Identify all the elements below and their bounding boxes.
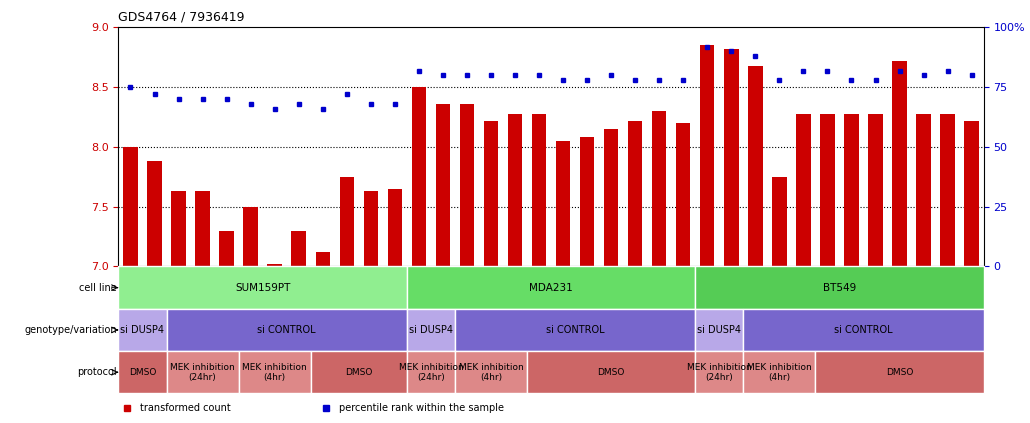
Text: DMSO: DMSO — [129, 368, 157, 377]
Bar — [531, 113, 546, 266]
Bar — [917, 113, 931, 266]
Bar — [387, 189, 402, 266]
Bar — [700, 45, 715, 266]
Bar — [407, 266, 695, 309]
Text: MEK inhibition
(4hr): MEK inhibition (4hr) — [242, 363, 307, 382]
Bar — [580, 137, 594, 266]
Bar — [196, 191, 210, 266]
Bar — [268, 264, 282, 266]
Text: MDA231: MDA231 — [529, 283, 573, 293]
Bar — [167, 351, 239, 393]
Bar — [744, 309, 984, 351]
Bar — [868, 113, 883, 266]
Bar — [364, 191, 378, 266]
Bar — [652, 111, 666, 266]
Bar — [407, 351, 455, 393]
Bar — [695, 266, 984, 309]
Text: si DUSP4: si DUSP4 — [697, 325, 742, 335]
Bar — [147, 161, 162, 266]
Text: DMSO: DMSO — [597, 368, 625, 377]
Bar — [527, 351, 695, 393]
Text: si DUSP4: si DUSP4 — [409, 325, 453, 335]
Bar — [940, 113, 955, 266]
Bar — [748, 66, 762, 266]
Text: transformed count: transformed count — [140, 403, 231, 413]
Bar — [676, 123, 690, 266]
Text: MEK inhibition
(24hr): MEK inhibition (24hr) — [687, 363, 752, 382]
Text: si DUSP4: si DUSP4 — [121, 325, 165, 335]
Bar — [724, 49, 739, 266]
Text: MEK inhibition
(24hr): MEK inhibition (24hr) — [399, 363, 464, 382]
Bar — [118, 351, 167, 393]
Bar — [291, 231, 306, 266]
Bar — [772, 177, 787, 266]
Bar — [695, 309, 744, 351]
Bar — [484, 121, 499, 266]
Bar — [412, 87, 426, 266]
Bar — [436, 104, 450, 266]
Text: DMSO: DMSO — [886, 368, 914, 377]
Text: SUM159PT: SUM159PT — [235, 283, 290, 293]
Bar — [167, 309, 407, 351]
Text: si CONTROL: si CONTROL — [834, 325, 893, 335]
Text: MEK inhibition
(4hr): MEK inhibition (4hr) — [747, 363, 812, 382]
Text: si CONTROL: si CONTROL — [258, 325, 316, 335]
Bar — [744, 351, 816, 393]
Text: DMSO: DMSO — [345, 368, 373, 377]
Bar — [556, 141, 571, 266]
Bar — [820, 113, 834, 266]
Bar — [124, 147, 138, 266]
Text: genotype/variation: genotype/variation — [25, 325, 117, 335]
Bar — [171, 191, 185, 266]
Bar — [239, 351, 311, 393]
Bar — [407, 309, 455, 351]
Text: si CONTROL: si CONTROL — [546, 325, 605, 335]
Bar — [340, 177, 354, 266]
Bar — [219, 231, 234, 266]
Bar — [628, 121, 643, 266]
Text: cell line: cell line — [79, 283, 117, 293]
Bar — [508, 113, 522, 266]
Bar — [845, 113, 859, 266]
Text: BT549: BT549 — [823, 283, 856, 293]
Bar — [695, 351, 744, 393]
Text: percentile rank within the sample: percentile rank within the sample — [339, 403, 504, 413]
Bar — [459, 104, 474, 266]
Bar — [243, 207, 258, 266]
Bar — [816, 351, 984, 393]
Bar — [118, 309, 167, 351]
Bar — [311, 351, 407, 393]
Bar — [892, 61, 906, 266]
Bar — [455, 351, 527, 393]
Bar — [455, 309, 695, 351]
Text: GDS4764 / 7936419: GDS4764 / 7936419 — [118, 10, 245, 23]
Text: MEK inhibition
(24hr): MEK inhibition (24hr) — [170, 363, 235, 382]
Bar — [315, 252, 330, 266]
Text: MEK inhibition
(4hr): MEK inhibition (4hr) — [458, 363, 523, 382]
Text: protocol: protocol — [77, 367, 117, 377]
Bar — [796, 113, 811, 266]
Bar — [604, 129, 618, 266]
Bar — [964, 121, 978, 266]
Bar — [118, 266, 407, 309]
